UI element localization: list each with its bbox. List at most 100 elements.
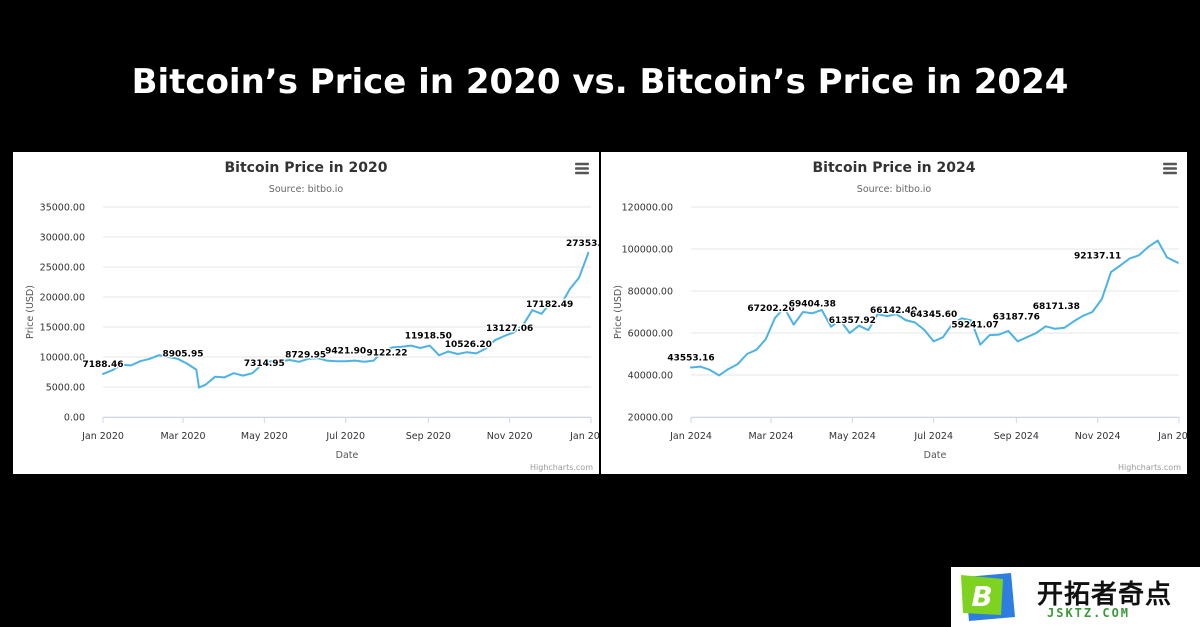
price-data-point xyxy=(111,369,114,372)
price-data-point xyxy=(419,347,422,349)
price-data-point xyxy=(1091,311,1094,313)
price-data-point xyxy=(410,344,412,347)
data-label: 67202.26 xyxy=(747,304,794,314)
price-data-point xyxy=(942,336,944,339)
price-data-point xyxy=(1138,254,1140,257)
x-tick-label: Jan 2025 xyxy=(1157,431,1187,442)
data-label: 61357.92 xyxy=(829,316,876,326)
chart-title: Bitcoin Price in 2024 xyxy=(813,160,976,176)
price-data-point xyxy=(130,364,132,367)
price-data-point xyxy=(951,323,954,325)
price-data-point xyxy=(867,329,870,331)
price-data-point xyxy=(279,360,282,363)
price-data-point xyxy=(848,332,851,334)
data-label: 92137.11 xyxy=(1074,252,1121,262)
chart-panel-2024: Bitcoin Price in 2024 Source: bitbo.io 200… xyxy=(601,152,1187,474)
hamburger-menu-icon[interactable] xyxy=(575,162,589,166)
y-tick-label: 100000.00 xyxy=(622,245,673,256)
price-data-point xyxy=(550,300,552,303)
price-series-line xyxy=(102,251,590,389)
hamburger-menu-icon[interactable] xyxy=(575,171,589,175)
chart-2020: Bitcoin Price in 2020 Source: bitbo.io 0.0… xyxy=(25,160,599,472)
price-data-point xyxy=(1119,264,1122,267)
chart-subtitle: Source: bitbo.io xyxy=(269,184,344,195)
y-tick-label: 30000.00 xyxy=(40,233,85,244)
hamburger-menu-icon[interactable] xyxy=(1163,162,1177,166)
price-data-point xyxy=(251,372,254,375)
data-label: 7314.95 xyxy=(244,359,285,369)
price-data-point xyxy=(718,374,720,377)
price-data-point xyxy=(970,319,972,322)
price-data-point xyxy=(979,343,982,346)
chart-subtitle: Source: bitbo.io xyxy=(857,184,932,195)
price-data-point xyxy=(531,309,534,312)
x-tick-label: Mar 2020 xyxy=(160,431,205,442)
x-tick-label: May 2024 xyxy=(829,431,876,442)
price-data-point xyxy=(578,276,580,279)
data-label: 13127.06 xyxy=(486,324,533,334)
price-data-point xyxy=(298,360,300,363)
hamburger-menu-icon[interactable] xyxy=(1163,171,1177,175)
price-data-point xyxy=(204,383,207,386)
x-tick-label: Sep 2024 xyxy=(994,431,1039,442)
price-data-point xyxy=(232,372,235,375)
price-data-point xyxy=(372,359,375,362)
y-tick-label: 40000.00 xyxy=(628,371,673,382)
x-tick-label: Jan 2021 xyxy=(569,431,599,442)
price-data-point xyxy=(1166,256,1168,259)
price-data-point xyxy=(1063,326,1066,329)
price-data-point xyxy=(746,353,748,355)
chart-menu-button[interactable] xyxy=(1163,162,1177,175)
data-label: 63187.76 xyxy=(993,312,1040,322)
price-data-point xyxy=(764,338,767,341)
price-data-point xyxy=(484,347,487,350)
price-data-point xyxy=(755,348,758,351)
price-data-point xyxy=(830,325,832,328)
price-data-point xyxy=(512,331,515,334)
price-data-point xyxy=(167,356,170,358)
hamburger-menu-icon[interactable] xyxy=(575,167,589,170)
price-data-point xyxy=(1128,257,1131,260)
price-data-point xyxy=(540,312,543,315)
price-data-point xyxy=(699,365,702,368)
data-label: 9122.22 xyxy=(367,348,408,358)
page-headline: Bitcoin’s Price in 2020 vs. Bitcoin’s Pr… xyxy=(131,62,1069,102)
price-data-point xyxy=(139,360,142,363)
y-axis-title: Price (USD) xyxy=(25,285,36,339)
price-data-point xyxy=(1176,261,1179,264)
hamburger-menu-icon[interactable] xyxy=(1163,167,1177,170)
price-data-point xyxy=(335,360,338,363)
chart-menu-button[interactable] xyxy=(575,162,589,175)
price-data-point xyxy=(783,306,786,309)
price-data-point xyxy=(1110,271,1112,273)
price-data-point xyxy=(475,352,478,355)
price-data-point xyxy=(960,317,963,320)
data-label: 8729.95 xyxy=(285,351,326,361)
data-label: 69404.38 xyxy=(789,299,836,309)
y-tick-label: 120000.00 xyxy=(622,203,673,214)
price-data-point xyxy=(1016,340,1019,343)
data-label: 17182.49 xyxy=(526,300,573,310)
y-tick-label: 15000.00 xyxy=(40,323,85,334)
price-data-point xyxy=(195,368,198,371)
x-tick-label: Jan 2020 xyxy=(81,431,124,442)
price-data-point xyxy=(326,359,328,362)
data-label: 27353.98 xyxy=(566,239,599,249)
price-data-point xyxy=(1147,246,1150,248)
price-data-point xyxy=(820,309,823,311)
y-tick-label: 60000.00 xyxy=(628,329,673,340)
price-data-point xyxy=(568,288,571,291)
data-label: 59241.07 xyxy=(951,321,998,331)
price-data-point xyxy=(307,357,310,360)
y-tick-label: 80000.00 xyxy=(628,287,673,298)
price-data-point xyxy=(1100,298,1103,301)
price-data-point xyxy=(727,368,730,370)
x-tick-label: May 2020 xyxy=(241,431,288,442)
price-data-point xyxy=(1082,314,1084,317)
price-data-point xyxy=(802,311,804,313)
price-data-point xyxy=(176,357,179,360)
price-data-point xyxy=(923,329,926,331)
price-data-point xyxy=(186,362,188,365)
price-data-point xyxy=(774,317,776,319)
x-tick-label: Jul 2020 xyxy=(325,431,365,442)
